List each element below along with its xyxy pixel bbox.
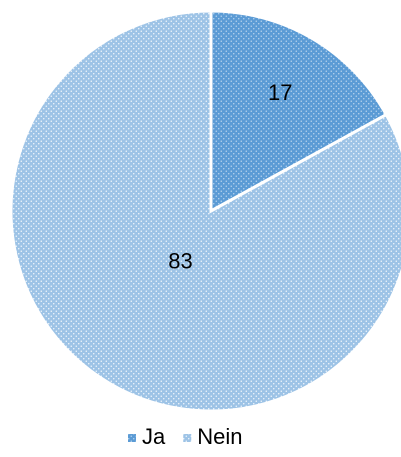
- legend-label: Ja: [142, 424, 166, 449]
- data-label: 17: [268, 80, 292, 105]
- data-label: 83: [168, 248, 192, 273]
- legend-marker: [128, 434, 136, 442]
- pie-slice: [209, 9, 389, 214]
- legend-marker: [183, 434, 192, 442]
- pie-slice: [9, 9, 401, 413]
- legend-label: Nein: [197, 424, 242, 449]
